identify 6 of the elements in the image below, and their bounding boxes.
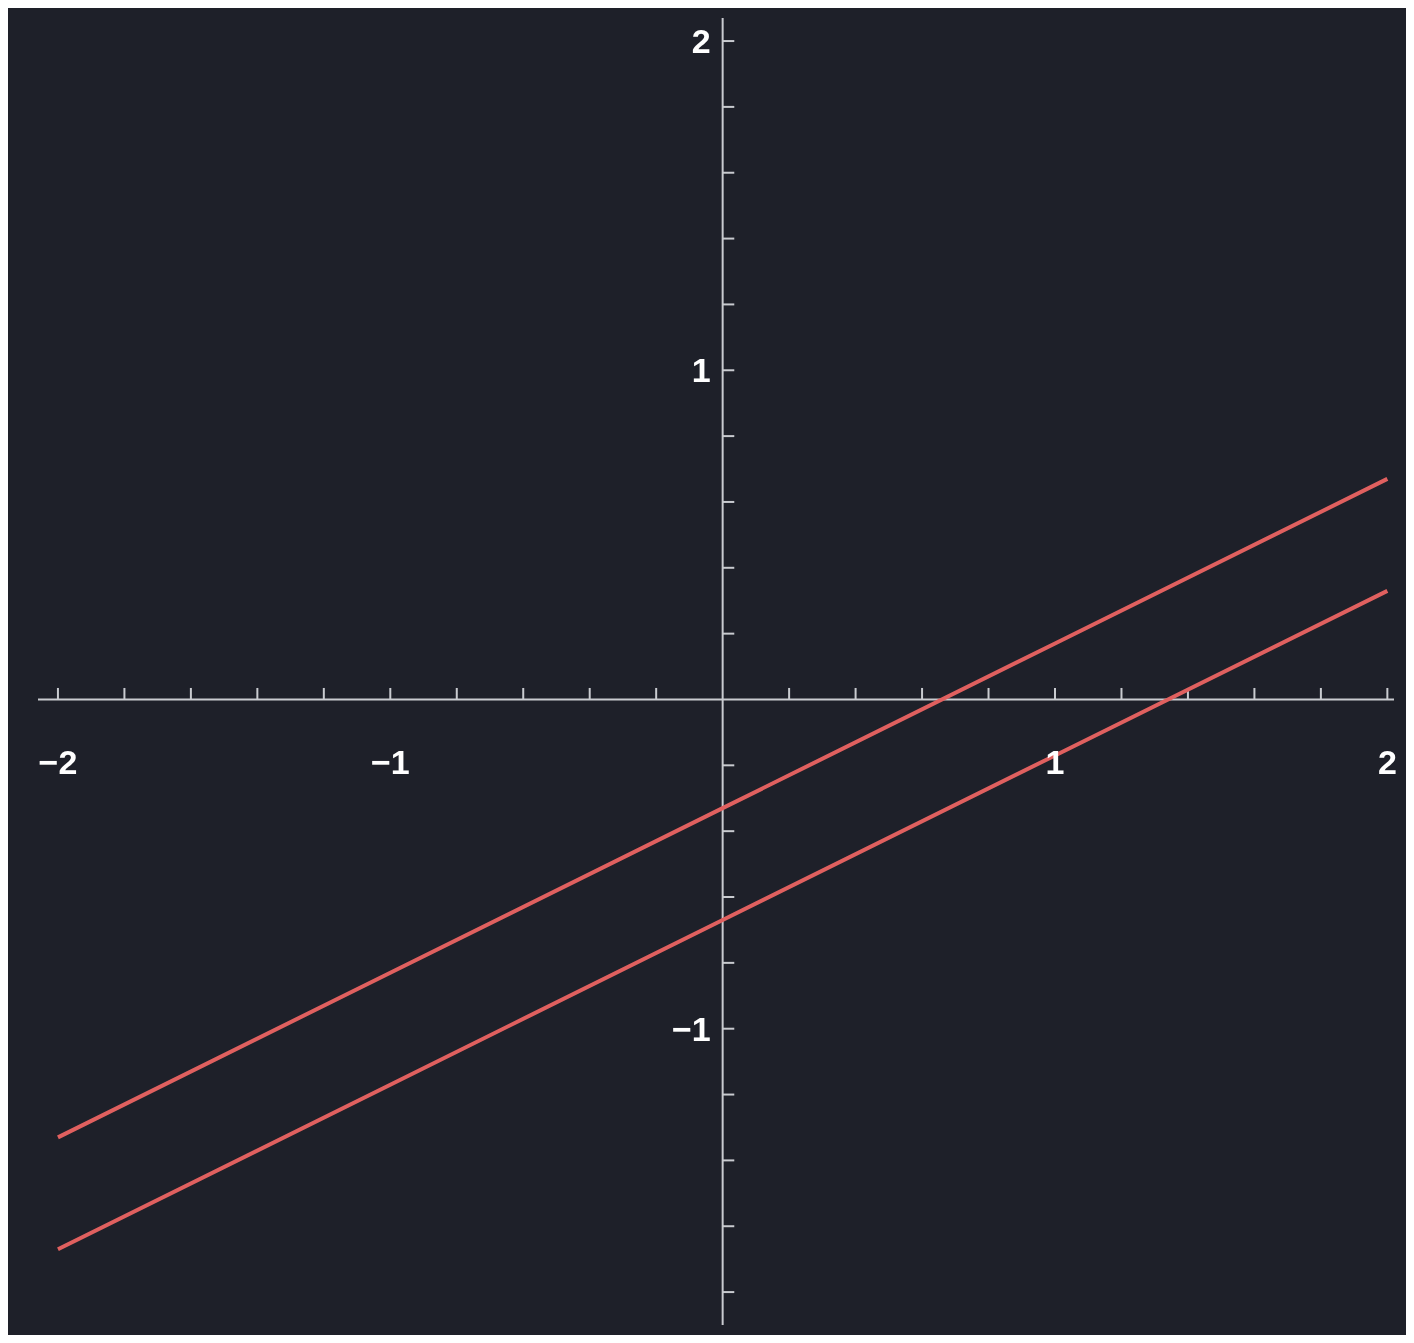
x-tick-label: 2 xyxy=(1377,742,1397,781)
y-tick-label: 1 xyxy=(691,351,711,390)
x-tick-label: −2 xyxy=(38,742,78,781)
y-tick-label: 2 xyxy=(691,22,711,61)
x-tick-label: −1 xyxy=(370,742,410,781)
y-tick-label: −1 xyxy=(671,1009,711,1048)
